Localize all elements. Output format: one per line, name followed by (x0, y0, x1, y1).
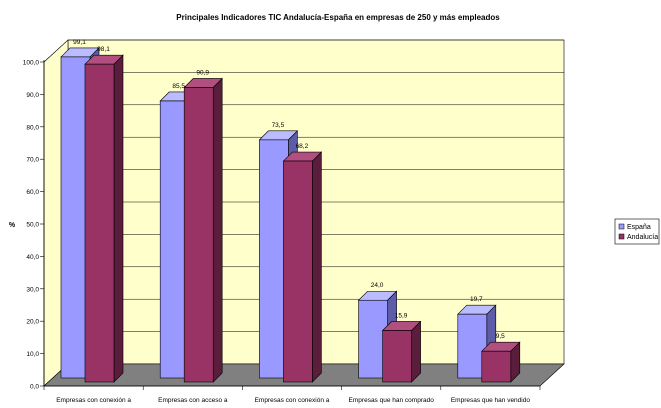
data-label: 99,1 (73, 39, 86, 46)
x-tick-label: Empresas que han vendido (451, 397, 531, 404)
y-tick-label: 20,0 (26, 319, 39, 326)
bar-front (382, 330, 412, 383)
data-label: 9,5 (496, 333, 505, 340)
legend: España Andalucía (614, 218, 660, 245)
data-label: 90,9 (196, 69, 209, 76)
legend-label-andalucia: Andalucía (627, 234, 658, 241)
data-label: 19,7 (470, 296, 483, 303)
bar-front (84, 63, 115, 383)
legend-swatch-espana (618, 223, 625, 230)
y-tick-label: 30,0 (26, 286, 39, 293)
data-label: 85,5 (172, 83, 185, 90)
x-tick-label: Empresas con acceso a (158, 397, 228, 404)
legend-label-espana: España (627, 224, 651, 231)
bar-andalucia: 90,9 (183, 69, 223, 383)
bar-front (183, 87, 214, 383)
bars: 99,1 98,1 85,5 90,9 73,5 68,2 24,0 15,9 19,7 9,5 (60, 39, 521, 383)
x-tick-label: Empresas que han comprado (349, 397, 435, 404)
bar-front (481, 350, 512, 383)
y-tick-label: 60,0 (26, 189, 39, 196)
bar-andalucia: 98,1 (84, 46, 124, 383)
data-label: 15,9 (395, 312, 408, 319)
bar-andalucia: 15,9 (381, 312, 422, 383)
x-tick-label: Empresas con conexión a (255, 397, 330, 404)
x-ticks: Empresas con conexión a Empresas con acce… (43, 386, 541, 404)
legend-swatch-andalucia (618, 233, 625, 240)
y-tick-label: 0,0 (30, 384, 39, 391)
y-tick-label: 40,0 (26, 254, 39, 261)
bar-front (283, 160, 313, 383)
bar-side (312, 151, 322, 383)
y-tick-label: 100,0 (23, 60, 40, 67)
data-label: 24,0 (371, 282, 384, 289)
y-tick-label: 90,0 (26, 92, 39, 99)
bar-side (411, 320, 421, 383)
y-ticks: 0,0 10,0 20,0 30,0 40,0 50,0 60,0 70,0 80,0 90,0 1… (23, 60, 44, 391)
y-tick-label: 50,0 (26, 222, 39, 229)
bar-andalucia: 9,5 (481, 333, 521, 383)
y-tick-label: 80,0 (26, 124, 39, 131)
y-tick-label: 70,0 (26, 157, 39, 164)
y-tick-label: 10,0 (26, 351, 39, 358)
data-label: 98,1 (97, 46, 110, 53)
data-label: 68,2 (296, 143, 309, 150)
bar-andalucia: 68,2 (282, 143, 323, 383)
y-axis-label: % (9, 222, 16, 229)
bar-side (113, 54, 124, 383)
x-tick-label: Empresas con conexión a (56, 397, 131, 404)
bar-side (212, 77, 223, 383)
chart-title: Principales Indicadores TIC Andalucía-Es… (176, 13, 500, 22)
data-label: 73,5 (272, 122, 285, 129)
